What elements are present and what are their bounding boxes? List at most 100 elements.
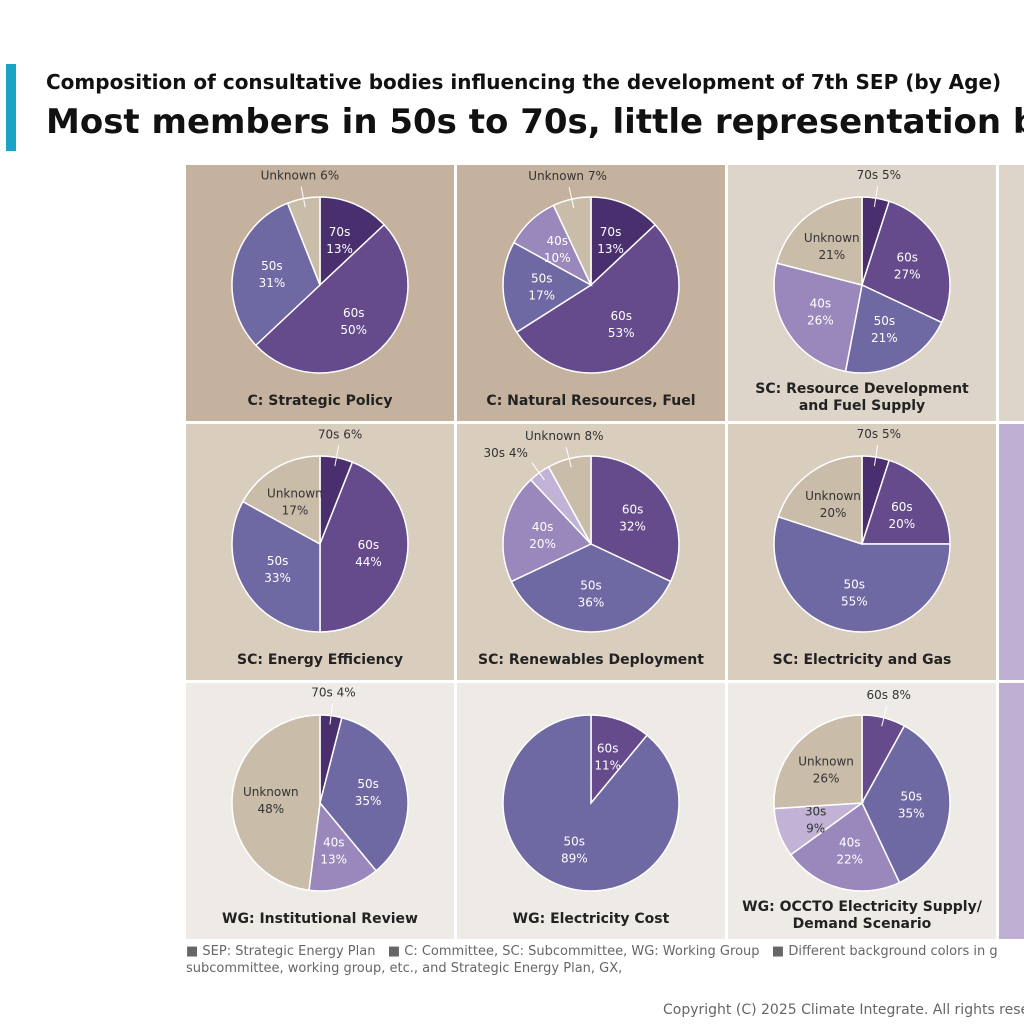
value-label: 17%: [528, 289, 555, 303]
pie-slice: [231, 202, 321, 347]
category-label: 40s: [839, 836, 861, 850]
pie-chart: 70s 6% 60s 44% 50s 33% Unknown 17%: [231, 428, 409, 633]
slice-label: 70s 5%: [857, 427, 901, 441]
pie-chart: 60s 32% 50s 36% 40s 20% 30s 4% Unknown 8%: [483, 429, 680, 633]
slice-label: 70s 6%: [318, 428, 362, 442]
pie-slice: [860, 459, 951, 545]
pie-slice: [590, 455, 680, 583]
category-label: 70s: [329, 225, 351, 239]
category-label: 70s: [318, 428, 340, 442]
pie-slice: [502, 478, 593, 583]
slice-label: Unknown 6%: [261, 169, 340, 183]
value-label: 6%: [320, 169, 339, 183]
pie-slice: [773, 515, 951, 633]
value-label: 4%: [337, 685, 356, 699]
pie-panel: 60s 32% 50s 36% 40s 20% 30s 4% Unknown 8% SC: Re…: [457, 424, 725, 680]
pie-chart: 70s 13% 60s 53% 50s 17% 40s 10% Unknown 7%: [502, 169, 680, 374]
value-label: 13%: [326, 242, 353, 256]
pie-chart: 70s 13% 60s 50% 50s 31% Unknown 6%: [231, 169, 409, 374]
value-label: 8%: [585, 429, 604, 443]
pie-slice: [510, 543, 672, 633]
value-label: 26%: [807, 313, 834, 327]
category-label: 60s: [610, 309, 632, 323]
value-label: 44%: [355, 555, 382, 569]
category-label: 70s: [857, 168, 879, 182]
value-label: 13%: [320, 852, 347, 866]
category-label: 50s: [844, 578, 866, 592]
footnote: subcommittee, working group, etc., and S…: [186, 961, 623, 976]
slice-label: Unknown 8%: [525, 429, 604, 443]
value-label: 55%: [841, 595, 868, 609]
pie-slice: [254, 223, 409, 374]
pie-slice: [590, 196, 657, 287]
value-label: 26%: [813, 771, 840, 785]
value-label: 7%: [588, 169, 607, 183]
value-label: 33%: [264, 571, 291, 585]
pie-slice: [844, 283, 943, 374]
slice-label: 70s 4%: [311, 685, 355, 699]
pie-chart: 70s 5% 60s 27% 50s 21% 40s 26% Unknown 21%: [773, 168, 951, 374]
pie-chart: 70s 5% 60s 20% 50s 55% Unknown 20%: [773, 427, 951, 633]
value-label: 20%: [529, 537, 556, 551]
leader-line: [565, 446, 572, 468]
panel: [999, 165, 1024, 421]
value-label: 20%: [820, 506, 847, 520]
pie-panel: 70s 6% 60s 44% 50s 33% Unknown 17% SC: Energy E…: [186, 424, 454, 680]
pie-slice: [773, 262, 863, 373]
category-label: 50s: [874, 314, 896, 328]
pie-panel: 60s 8% 50s 35% 40s 22% 30s 9% Unknown 26% WG: OCC…: [728, 683, 996, 939]
category-label: 60s: [891, 500, 913, 514]
leader-line: [329, 703, 334, 725]
category-label: Unknown: [525, 429, 581, 443]
value-label: 32%: [619, 520, 646, 534]
category-label: 40s: [546, 234, 568, 248]
footnote: ■ SEP: Strategic Energy Plan ■ C: Commit…: [186, 944, 998, 959]
value-label: 5%: [882, 427, 901, 441]
pie-slice: [502, 241, 593, 334]
category-label: 50s: [357, 777, 379, 791]
chart-title: SC: Energy Efficiency: [237, 652, 403, 668]
slice-label: 30s 4%: [483, 446, 527, 460]
category-label: 50s: [580, 578, 602, 592]
value-label: 50%: [340, 323, 367, 337]
category-label: 70s: [600, 225, 622, 239]
category-label: 40s: [532, 520, 554, 534]
category-label: 60s: [622, 503, 644, 517]
chart-title: WG: Electricity Cost: [512, 911, 670, 927]
value-label: 35%: [355, 794, 382, 808]
pie-slice: [515, 223, 680, 374]
value-label: 31%: [259, 276, 286, 290]
category-label: Unknown: [261, 169, 317, 183]
category-label: 60s: [597, 742, 619, 756]
value-label: 53%: [608, 326, 635, 340]
value-label: 89%: [561, 851, 588, 865]
pie-slice: [502, 714, 680, 892]
pie-slice: [775, 196, 863, 286]
pie-slice: [777, 455, 863, 546]
pie-chart: 60s 8% 50s 35% 40s 22% 30s 9% Unknown 26%: [773, 688, 951, 892]
value-label: 21%: [871, 331, 898, 345]
chart-title: WG: OCCTO Electricity Supply/ Demand Sce…: [742, 899, 982, 932]
value-label: 22%: [836, 853, 863, 867]
value-label: 36%: [578, 595, 605, 609]
pie-slice: [319, 196, 386, 287]
value-label: 10%: [544, 251, 571, 265]
pie-panel: 70s 5% 60s 20% 50s 55% Unknown 20% SC: Electric…: [728, 424, 996, 680]
leader-line: [568, 186, 575, 208]
category-label: 40s: [810, 296, 832, 310]
value-label: 20%: [889, 517, 916, 531]
chart-title: C: Natural Resources, Fuel: [486, 393, 696, 409]
title: Most members in 50s to 70s, little repre…: [46, 102, 1024, 142]
category-label: 50s: [267, 554, 289, 568]
value-label: 27%: [894, 267, 921, 281]
panel: [999, 424, 1024, 680]
chart-title: SC: Resource Development and Fuel Supply: [755, 381, 969, 414]
value-label: 5%: [882, 168, 901, 182]
category-label: 50s: [564, 834, 586, 848]
category-label: 60s: [866, 688, 888, 702]
slice-label: 60s 8%: [866, 688, 910, 702]
category-label: 70s: [857, 427, 879, 441]
chart-title: C: Strategic Policy: [247, 393, 393, 409]
subtitle: Composition of consultative bodies influ…: [46, 70, 1002, 94]
pie-slice: [319, 716, 409, 872]
